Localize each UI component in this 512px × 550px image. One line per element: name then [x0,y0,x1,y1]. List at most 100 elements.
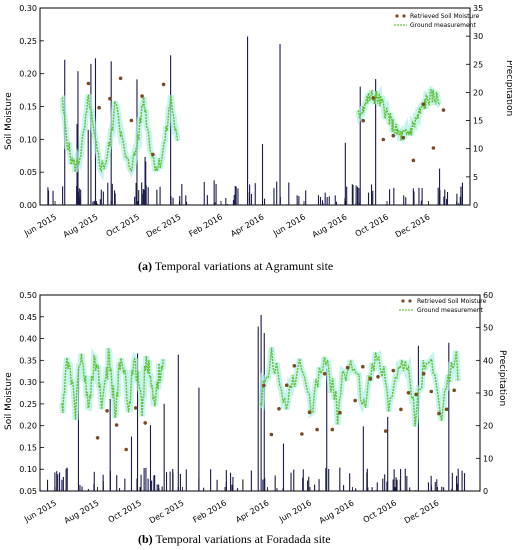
precip-bar [185,469,187,491]
y2-tick-label: 40 [483,356,493,365]
retrieved-dot [108,96,112,101]
precip-bar [318,489,320,491]
precip-bar [118,488,121,491]
x-tick-label: Aug 2016 [311,212,349,239]
retrieved-dot [399,407,403,412]
precip-bar [286,204,288,205]
retrieved-dot [406,391,411,395]
ground-line [61,347,164,420]
retrieved-dot [368,377,373,381]
ground-line [259,347,459,427]
precip-bar [181,183,183,205]
precip-bar [114,190,116,205]
precip-bar [324,192,326,205]
precip-bar [62,476,64,491]
precip-bar [62,186,64,205]
precip-bar [372,190,374,205]
ground-line [61,94,179,174]
precip-bar [79,196,81,205]
precip-bar [179,195,181,205]
retrieved-dot [361,364,365,369]
legend-a: Retrieved Soil Moisture Ground measureme… [394,13,480,29]
precip-bar [226,203,228,205]
x-tick-label: Jun 2016 [277,498,313,524]
precip-bar [455,475,458,491]
precip-bar [161,486,163,491]
precip-bar [264,198,266,205]
precip-bar [352,184,354,205]
precip-bar [461,182,464,205]
precip-bar [420,200,422,205]
y2-tick-label: 60 [483,291,493,300]
precip-bar [99,199,101,205]
retrieved-series-a [86,76,446,163]
precip-bar [393,187,395,205]
precip-bar [90,63,92,205]
precip-bar [328,196,330,205]
precip-bar [355,185,357,205]
precip-bar [203,181,205,205]
precip-bar [257,326,259,491]
retrieved-dot [118,76,123,81]
precip-bar [261,144,264,205]
legend-b: Retrieved Soil Moisture Ground measureme… [399,298,487,314]
precip-bar [147,187,149,205]
precip-bar [413,191,415,205]
y-tick-label: 0.20 [19,422,37,431]
y-tick-label: 0.35 [19,356,37,365]
y-tick-label: 0.50 [19,291,37,300]
precip-bar [314,484,316,491]
retrieved-dot [338,410,342,415]
precip-bar [339,467,341,491]
precip-bar [177,354,179,491]
precip-bar [451,472,453,491]
y2-tick-label: 0 [483,487,488,496]
precip-bar [371,487,373,491]
precip-bar [389,189,391,205]
precip-bar [47,190,50,205]
precip-bar [142,193,144,205]
precip-bar [366,472,368,491]
precip-bar [215,183,217,205]
retrieved-dot [452,388,457,393]
precip-bar [358,202,361,205]
precip-bar [59,472,61,491]
retrieved-dot [361,118,366,123]
precip-bar [128,490,130,491]
y-tick-label: 0.20 [19,70,37,79]
retrieved-dot [383,429,388,433]
precip-bar [185,195,187,205]
precip-bar [93,483,95,491]
x-tick-label: Oct 2016 [354,212,390,238]
precip-bar [276,181,278,205]
y2-tick-label: 10 [483,454,493,463]
y2-tick-label: 35 [473,4,483,13]
legend-label-retrieved: Retrieved Soil Moisture [410,13,480,20]
precip-bar [384,474,386,491]
precip-bar [124,478,126,491]
precip-bar [344,142,346,205]
retrieved-dot [421,102,426,106]
x-ticks-b: Jun 2015 Aug 2015 Oct 2015 Dec 2015 Feb 2016… [22,487,441,525]
precip-bar [77,71,79,205]
precip-bar [78,191,80,205]
precip-bar [143,468,145,491]
y-tick-label: 0.25 [19,37,37,46]
precip-bar [307,480,309,491]
precip-bar [288,182,290,205]
precip-bar [79,484,81,491]
precip-bar [298,196,300,205]
precip-bar [403,195,405,205]
retrieved-dot [441,108,446,112]
x-tick-label: Jun 2015 [22,212,58,238]
x-tick-label: Oct 2015 [105,212,141,238]
y2-ticks-a: 0 5 10 15 20 25 30 35 [466,4,483,210]
y-tick-label: 0.10 [19,465,37,474]
y-axis-label-b: Soil Moisture [4,372,14,430]
precip-bar [250,193,252,205]
precip-bar [393,469,395,491]
precip-bar [367,192,370,205]
precip-bar [439,189,441,205]
precip-bar [463,473,466,491]
precip-bar [102,191,104,205]
